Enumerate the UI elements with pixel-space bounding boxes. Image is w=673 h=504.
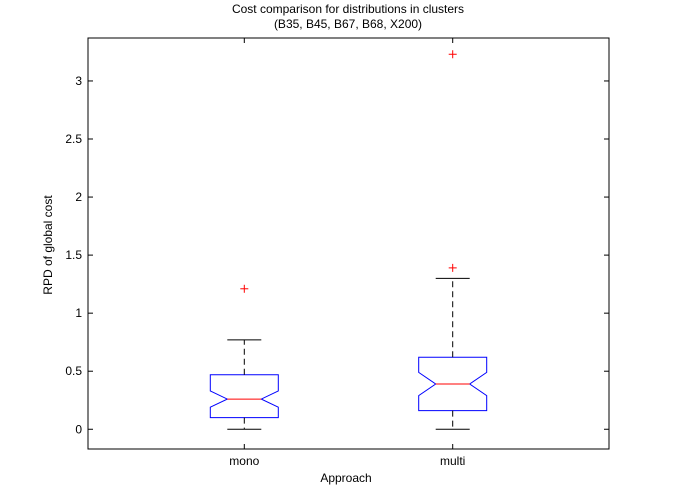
y-tick-label: 2.5 [65,132,82,146]
plot-area [87,37,610,450]
y-tick-label: 0.5 [65,364,82,378]
y-axis-label: RPD of global cost [41,195,55,295]
y-axis-ticks: 0 0.5 1 1.5 2 2.5 3 [65,74,609,436]
y-tick-label: 1.5 [65,248,82,262]
chart-title-line-1: Cost comparison for distributions in clu… [232,2,464,16]
box-series [209,50,488,430]
box-mono [209,284,279,430]
y-tick-label: 0 [75,422,82,436]
y-tick-label: 2 [75,190,82,204]
x-tick-label: mono [229,454,259,468]
x-axis-ticks: mono multi [229,38,465,468]
notched-box [418,356,488,412]
y-tick-label: 3 [75,74,82,88]
chart-title-line-2: (B35, B45, B67, B68, X200) [274,17,422,31]
y-tick-label: 1 [75,306,82,320]
x-axis-label: Approach [320,471,371,485]
outlier-marker [448,263,457,272]
box-multi [418,50,488,430]
outlier-marker [240,284,249,293]
outlier-marker [448,50,457,59]
notched-box [209,374,279,419]
x-tick-label: multi [440,454,465,468]
